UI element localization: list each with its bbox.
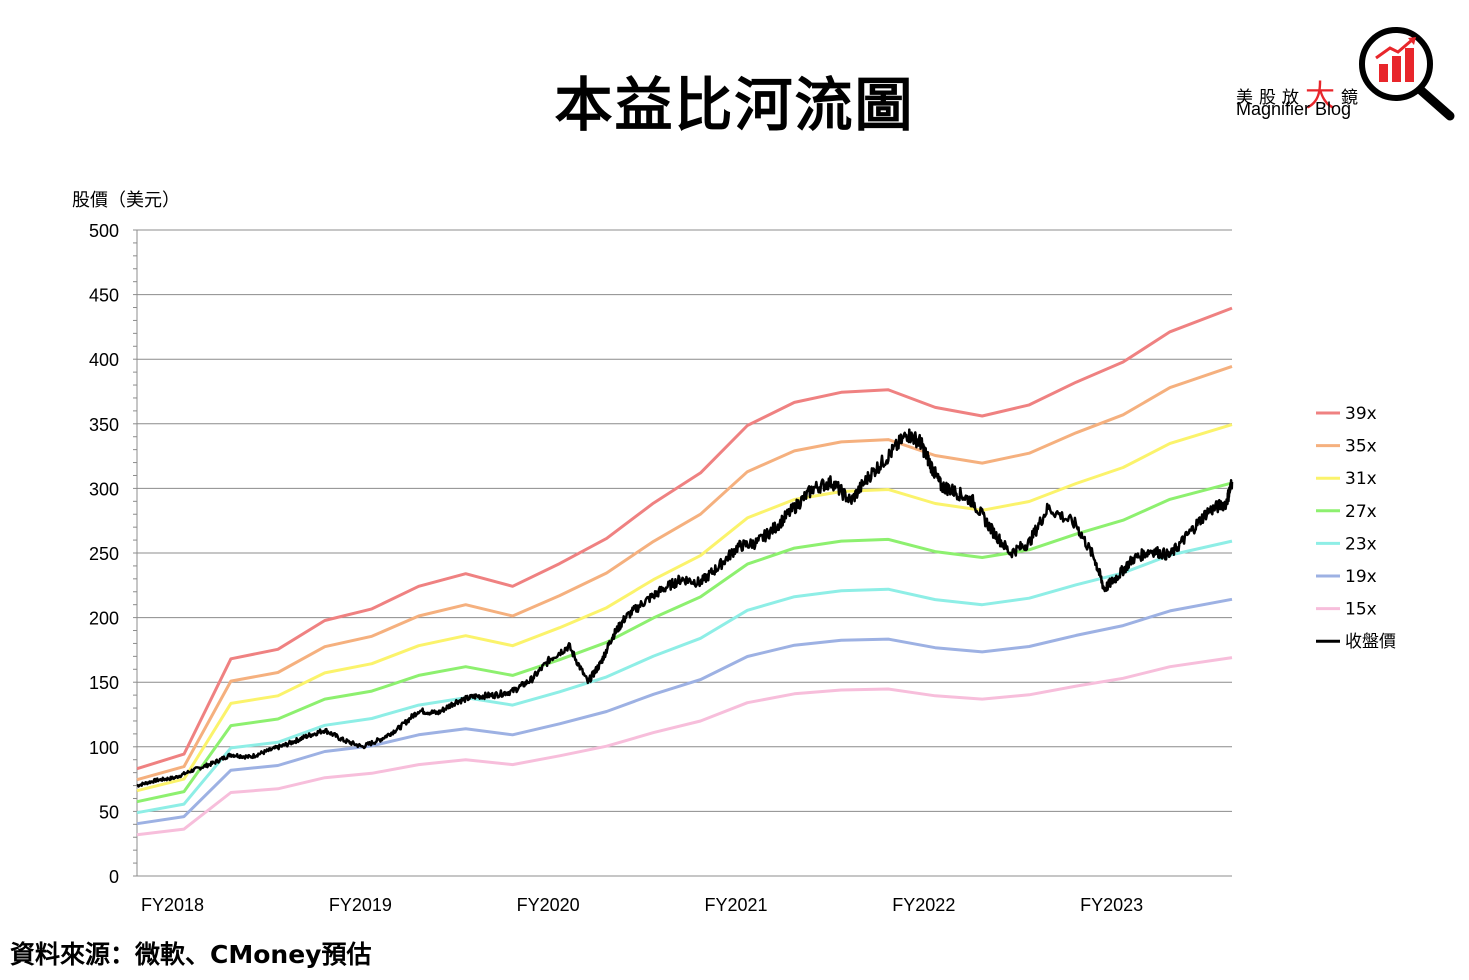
legend-label: 39x <box>1345 404 1377 424</box>
legend-label: 27x <box>1345 502 1377 522</box>
gridlines <box>133 229 1232 877</box>
y-tick-label: 50 <box>99 802 119 822</box>
y-tick-label: 250 <box>89 544 119 564</box>
band-line-23x <box>136 539 1233 815</box>
band-line-19x <box>136 597 1233 826</box>
source-note: 資料來源：微軟、CMoney預估 <box>10 940 372 969</box>
band-line-35x <box>136 364 1233 782</box>
y-tick-label: 350 <box>89 415 119 435</box>
magnifier-bar-chart-icon <box>1359 27 1455 121</box>
legend-label: 收盤價 <box>1345 632 1396 652</box>
band-line-39x <box>136 306 1233 771</box>
pe-bands <box>136 306 1233 837</box>
y-tick-label: 150 <box>89 673 119 693</box>
x-tick-label: FY2022 <box>892 895 955 915</box>
price-line-group <box>136 428 1234 788</box>
legend-label: 35x <box>1345 437 1377 457</box>
x-tick-label: FY2018 <box>141 895 204 915</box>
legend: 39x 35x 31x 27x 23x 19x 15x 收盤價 <box>1316 404 1396 652</box>
price-line <box>136 428 1234 788</box>
y-axis-label: 股價（美元） <box>72 190 180 211</box>
y-tick-label: 500 <box>89 221 119 241</box>
logo-big-char: 大 <box>1305 79 1341 114</box>
x-tick-labels: FY2018 FY2019 FY2020 FY2021 FY2022 FY2023 <box>141 895 1143 915</box>
y-tick-label: 200 <box>89 609 119 629</box>
y-tick-label: 450 <box>89 286 119 306</box>
y-tick-label: 300 <box>89 479 119 499</box>
page-title: 本益比河流圖 <box>554 71 915 139</box>
legend-label: 23x <box>1345 534 1377 554</box>
legend-label: 31x <box>1345 469 1377 489</box>
y-tick-label: 400 <box>89 350 119 370</box>
band-line-31x <box>136 423 1233 793</box>
y-tick-labels: 0 50 100 150 200 250 300 350 400 450 500 <box>89 221 119 887</box>
band-line-15x <box>136 656 1233 837</box>
x-tick-label: FY2023 <box>1080 895 1143 915</box>
band-line-27x <box>136 481 1233 804</box>
brand-logo: 美股放大鏡 Magnifier Blog <box>1236 24 1458 124</box>
legend-label: 15x <box>1345 600 1377 620</box>
logo-english: Magnifier Blog <box>1236 99 1352 119</box>
y-tick-label: 100 <box>89 738 119 758</box>
y-tick-label: 0 <box>109 867 119 887</box>
x-tick-label: FY2021 <box>704 895 767 915</box>
legend-label: 19x <box>1345 567 1377 587</box>
logo-chinese: 美股放大鏡 <box>1236 79 1364 114</box>
x-tick-label: FY2019 <box>329 895 392 915</box>
x-tick-label: FY2020 <box>517 895 580 915</box>
